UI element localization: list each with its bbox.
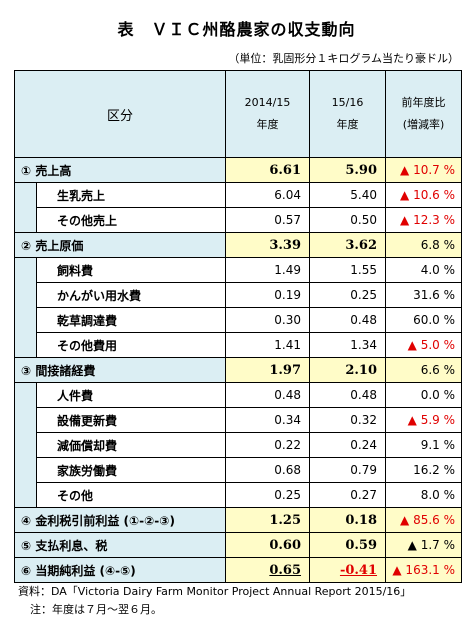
value-15-16: 5.40	[309, 182, 387, 208]
value-2014-15: 0.25	[225, 482, 311, 508]
value-2014-15: 1.25	[225, 507, 311, 533]
row-label: 減価償却費	[35, 432, 227, 458]
table-row: 生乳売上 6.04 5.40 ▲ 10.6 %	[14, 182, 463, 208]
value-15-16: 0.24	[309, 432, 387, 458]
row-label: ⑤ 支払利息、税	[13, 532, 227, 558]
yoy-rate: 9.1 %	[385, 432, 463, 458]
yoy-rate: 6.6 %	[385, 357, 463, 383]
value-2014-15: 6.04	[225, 182, 311, 208]
value-2014-15: 0.48	[225, 382, 311, 408]
value-15-16: 0.48	[309, 382, 387, 408]
value-15-16: 0.50	[309, 207, 387, 233]
table-row: 飼料費 1.49 1.55 4.0 %	[14, 257, 463, 283]
yoy-rate: ▲ 85.6 %	[385, 507, 463, 533]
value-2014-15: 0.19	[225, 282, 311, 308]
table-row: 減価償却費 0.22 0.24 9.1 %	[14, 432, 463, 458]
table-row: かんがい用水費 0.19 0.25 31.6 %	[14, 282, 463, 308]
value-2014-15: 0.60	[225, 532, 311, 558]
table-row: ② 売上原価 3.39 3.62 6.8 %	[13, 232, 463, 258]
value-2014-15: 0.22	[225, 432, 311, 458]
row-label: ⑥ 当期純利益 (④-⑤)	[13, 557, 227, 583]
row-label: 飼料費	[35, 257, 227, 283]
value-15-16: 0.59	[309, 532, 387, 558]
value-15-16: -0.41	[309, 557, 387, 583]
yoy-rate: ▲ 10.7 %	[385, 157, 463, 183]
row-label: ③ 間接諸経費	[13, 357, 227, 383]
row-label: ② 売上原価	[13, 232, 227, 258]
yoy-rate: 16.2 %	[385, 457, 463, 483]
yoy-rate: ▲ 12.3 %	[385, 207, 463, 233]
header-year-15-16: 15/16 年度	[309, 70, 387, 158]
yoy-rate: ▲ 10.6 %	[385, 182, 463, 208]
header-row: 区分 2014/15 年度 15/16 年度 前年度比 (増減率)	[13, 70, 463, 158]
source-note: 資料：DA「Victoria Dairy Farm Monitor Projec…	[18, 585, 412, 598]
table-row: その他 0.25 0.27 8.0 %	[14, 482, 463, 508]
yoy-rate: ▲ 5.0 %	[385, 332, 463, 358]
table-row: 乾草調達費 0.30 0.48 60.0 %	[14, 307, 463, 333]
value-2014-15: 1.41	[225, 332, 311, 358]
row-label: その他	[35, 482, 227, 508]
value-15-16: 0.18	[309, 507, 387, 533]
yoy-rate: 6.8 %	[385, 232, 463, 258]
footnote: 注：年度は７月～翌６月。	[30, 603, 162, 616]
unit-note: （単位：乳固形分１キログラム当たり豪ドル）	[228, 52, 459, 65]
value-15-16: 0.25	[309, 282, 387, 308]
row-label: 生乳売上	[35, 182, 227, 208]
yoy-rate: ▲ 1.7 %	[385, 532, 463, 558]
row-label: その他費用	[35, 332, 227, 358]
yoy-rate: ▲ 163.1 %	[385, 557, 463, 583]
income-table: 区分 2014/15 年度 15/16 年度 前年度比 (増減率) ① 売上高 …	[13, 70, 463, 583]
yoy-rate: 60.0 %	[385, 307, 463, 333]
yoy-rate: ▲ 5.9 %	[385, 407, 463, 433]
value-2014-15: 1.97	[225, 357, 311, 383]
table-row: ⑥ 当期純利益 (④-⑤) 0.65 -0.41 ▲ 163.1 %	[13, 557, 463, 583]
table-row: 人件費 0.48 0.48 0.0 %	[14, 382, 463, 408]
row-label: 家族労働費	[35, 457, 227, 483]
value-15-16: 3.62	[309, 232, 387, 258]
yoy-rate: 4.0 %	[385, 257, 463, 283]
value-15-16: 0.48	[309, 307, 387, 333]
value-2014-15: 0.68	[225, 457, 311, 483]
value-2014-15: 1.49	[225, 257, 311, 283]
row-label: かんがい用水費	[35, 282, 227, 308]
value-2014-15: 0.57	[225, 207, 311, 233]
table-row: ⑤ 支払利息、税 0.60 0.59 ▲ 1.7 %	[13, 532, 463, 558]
page-title: 表 ＶＩＣ州酪農家の収支動向	[117, 20, 356, 39]
table-row: ④ 金利税引前利益 (①-②-③) 1.25 0.18 ▲ 85.6 %	[13, 507, 463, 533]
value-15-16: 1.55	[309, 257, 387, 283]
table-row: 家族労働費 0.68 0.79 16.2 %	[14, 457, 463, 483]
value-15-16: 5.90	[309, 157, 387, 183]
value-2014-15: 6.61	[225, 157, 311, 183]
row-label: ① 売上高	[13, 157, 227, 183]
table-row: その他費用 1.41 1.34 ▲ 5.0 %	[14, 332, 463, 358]
value-2014-15: 0.65	[225, 557, 311, 583]
table-row: その他売上 0.57 0.50 ▲ 12.3 %	[14, 207, 463, 233]
value-15-16: 1.34	[309, 332, 387, 358]
row-label: その他売上	[35, 207, 227, 233]
header-year-2014-15: 2014/15 年度	[225, 70, 311, 158]
table-row: 設備更新費 0.34 0.32 ▲ 5.9 %	[14, 407, 463, 433]
table-row: ③ 間接諸経費 1.97 2.10 6.6 %	[13, 357, 463, 383]
row-label: 乾草調達費	[35, 307, 227, 333]
table-row: ① 売上高 6.61 5.90 ▲ 10.7 %	[13, 157, 463, 183]
value-2014-15: 3.39	[225, 232, 311, 258]
value-15-16: 0.27	[309, 482, 387, 508]
row-label: ④ 金利税引前利益 (①-②-③)	[13, 507, 227, 533]
value-15-16: 0.32	[309, 407, 387, 433]
value-2014-15: 0.34	[225, 407, 311, 433]
row-label: 人件費	[35, 382, 227, 408]
yoy-rate: 31.6 %	[385, 282, 463, 308]
value-2014-15: 0.30	[225, 307, 311, 333]
yoy-rate: 8.0 %	[385, 482, 463, 508]
yoy-rate: 0.0 %	[385, 382, 463, 408]
header-yoy-rate: 前年度比 (増減率)	[385, 70, 463, 158]
value-15-16: 0.79	[309, 457, 387, 483]
row-label: 設備更新費	[35, 407, 227, 433]
value-15-16: 2.10	[309, 357, 387, 383]
header-category: 区分	[13, 70, 227, 158]
